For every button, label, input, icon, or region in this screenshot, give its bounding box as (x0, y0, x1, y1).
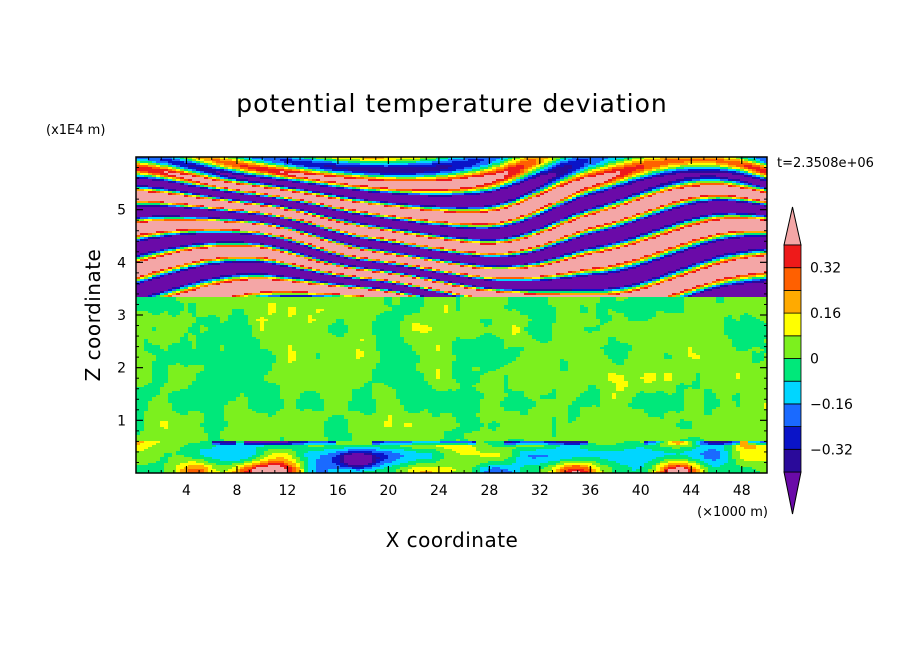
x-axis: 4 8 12 16 20 24 28 32 36 40 44 48 (148, 157, 755, 499)
x-tick-label: 24 (430, 483, 448, 499)
y-tick-label: 5 (117, 203, 126, 219)
colorbar-label: −0.32 (810, 442, 853, 458)
colorbar-box (783, 312, 802, 337)
y-tick-label: 2 (117, 361, 126, 377)
x-tick-label: 20 (379, 483, 397, 499)
colorbar-label: 0.32 (810, 261, 841, 277)
colorbar-over-triangle (783, 206, 802, 246)
x-tick-label: 36 (581, 483, 599, 499)
y-tick-label: 3 (117, 308, 126, 324)
y-tick-label: 4 (117, 255, 126, 271)
y-unit-label: (x1E4 m) (46, 123, 105, 138)
colorbar-box (783, 358, 802, 382)
chart-title: potential temperature deviation (236, 89, 667, 118)
colorbar-box (783, 426, 802, 450)
x-tick-label: 8 (232, 483, 241, 499)
colorbar-label: 0.16 (810, 306, 841, 322)
colorbar-box (783, 289, 802, 314)
x-tick-label: 16 (329, 483, 347, 499)
colorbar-under-triangle (783, 471, 802, 515)
colorbar-label: −0.16 (810, 397, 853, 413)
x-tick-label: 40 (632, 483, 650, 499)
time-label: t=2.3508e+06 (777, 156, 874, 171)
colorbar-box (783, 380, 802, 405)
colorbar: 0.32 0.16 0 −0.16 −0.32 (783, 206, 853, 515)
colorbar-box (783, 403, 802, 427)
x-tick-label: 44 (682, 483, 700, 499)
colorbar-box (783, 244, 802, 269)
x-axis-label: X coordinate (386, 528, 519, 552)
colorbar-label: 0 (810, 352, 819, 368)
x-unit-label: (×1000 m) (697, 505, 768, 520)
x-tick-label: 28 (480, 483, 498, 499)
y-axis-label: Z coordinate (81, 249, 105, 382)
x-tick-label: 48 (733, 483, 751, 499)
x-tick-label: 12 (279, 483, 297, 499)
y-axis: 1 2 3 4 5 (117, 167, 767, 463)
y-tick-label: 1 (117, 413, 126, 429)
colorbar-box (783, 335, 802, 359)
contour-field (136, 157, 767, 473)
colorbar-box (783, 448, 802, 473)
colorbar-box (783, 267, 802, 291)
x-tick-label: 4 (182, 483, 191, 499)
x-tick-label: 32 (531, 483, 549, 499)
